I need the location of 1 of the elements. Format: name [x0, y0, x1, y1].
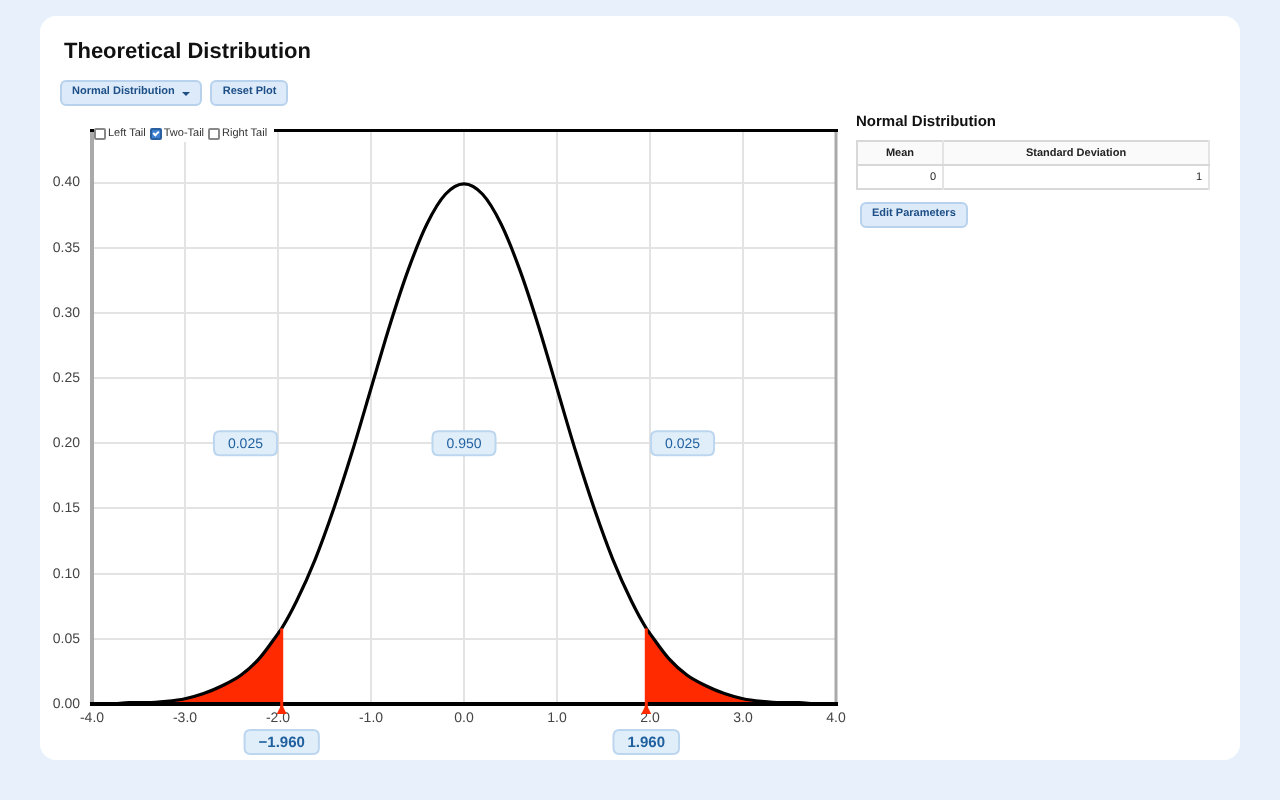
- chart-title: Theoretical Distribution: [64, 40, 311, 64]
